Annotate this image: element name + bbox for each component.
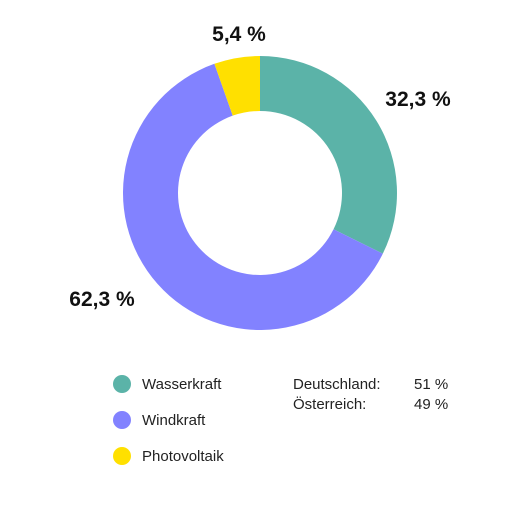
donut-chart: 32,3 % 62,3 % 5,4 % — [69, 23, 451, 331]
data-label-photovoltaik: 5,4 % — [212, 23, 266, 46]
slice-windkraft — [122, 63, 383, 331]
country-share-table: Deutschland: 51 % Österreich: 49 % — [293, 375, 448, 415]
data-label-windkraft: 62,3 % — [69, 288, 135, 311]
legend-item-wasserkraft: Wasserkraft — [113, 374, 273, 394]
legend-item-windkraft: Windkraft — [113, 410, 273, 430]
legend-label-windkraft: Windkraft — [142, 411, 206, 429]
share-country-oesterreich: Österreich: — [293, 396, 367, 413]
legend-label-wasserkraft: Wasserkraft — [142, 375, 222, 393]
share-value-deutschland: 51 % — [414, 376, 449, 393]
share-row-oesterreich: Österreich: 49 % — [293, 395, 448, 415]
legend-label-photovoltaik: Photovoltaik — [142, 447, 224, 465]
share-row-deutschland: Deutschland: 51 % — [293, 375, 448, 395]
slice-wasserkraft — [260, 56, 398, 254]
legend-item-photovoltaik: Photovoltaik — [113, 446, 273, 466]
share-country-deutschland: Deutschland: — [293, 376, 381, 393]
legend-swatch-windkraft — [113, 411, 131, 429]
share-value-oesterreich: 49 % — [414, 396, 449, 413]
slice-photovoltaik — [214, 56, 260, 116]
legend-swatch-photovoltaik — [113, 447, 131, 465]
legend-swatch-wasserkraft — [113, 375, 131, 393]
chart-legend: Wasserkraft Windkraft Photovoltaik — [113, 374, 273, 482]
data-label-wasserkraft: 32,3 % — [385, 88, 451, 111]
